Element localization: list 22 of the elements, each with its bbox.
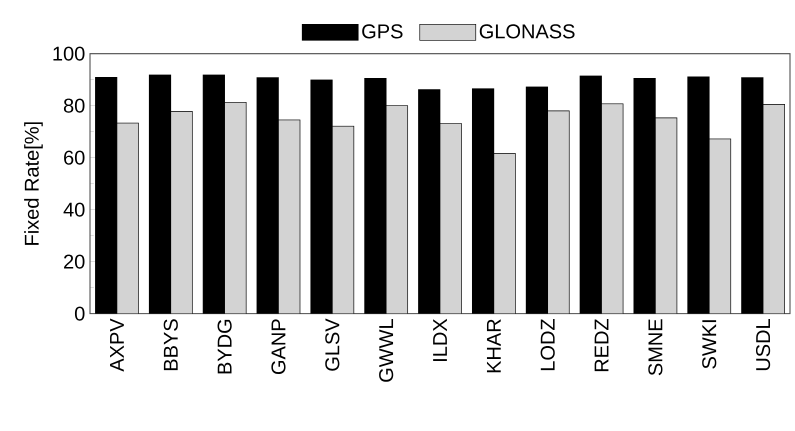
- x-tick-label: LODZ: [540, 319, 555, 370]
- y-tick-label: 20: [64, 254, 85, 269]
- legend-label: GPS: [362, 24, 403, 38]
- x-tick-label: BBYS: [164, 319, 178, 370]
- x-tick-label: GWWL: [379, 319, 394, 382]
- y-tick-label: 60: [64, 150, 85, 165]
- x-tick-label: GANP: [271, 319, 286, 374]
- x-tick-label: SWKI: [702, 320, 716, 369]
- x-tick-label: REDZ: [594, 319, 608, 372]
- y-tick-label: 80: [64, 98, 85, 113]
- y-tick-label: 0: [74, 306, 85, 321]
- x-tick-label: AXPV: [110, 318, 124, 372]
- x-tick-label: BYDG: [218, 320, 232, 374]
- x-tick-label: GLSV: [325, 318, 340, 371]
- y-tick-label: 40: [64, 202, 85, 217]
- x-tick-label: SMNE: [648, 319, 662, 376]
- y-axis-title: Fixed Rate[%]: [24, 122, 43, 245]
- legend-label: GLONASS: [480, 24, 575, 38]
- x-tick-label: USDL: [756, 319, 770, 370]
- x-tick-label: ILDX: [433, 318, 447, 361]
- y-tick-label: 100: [53, 46, 84, 61]
- x-tick-label: KHAR: [486, 319, 501, 372]
